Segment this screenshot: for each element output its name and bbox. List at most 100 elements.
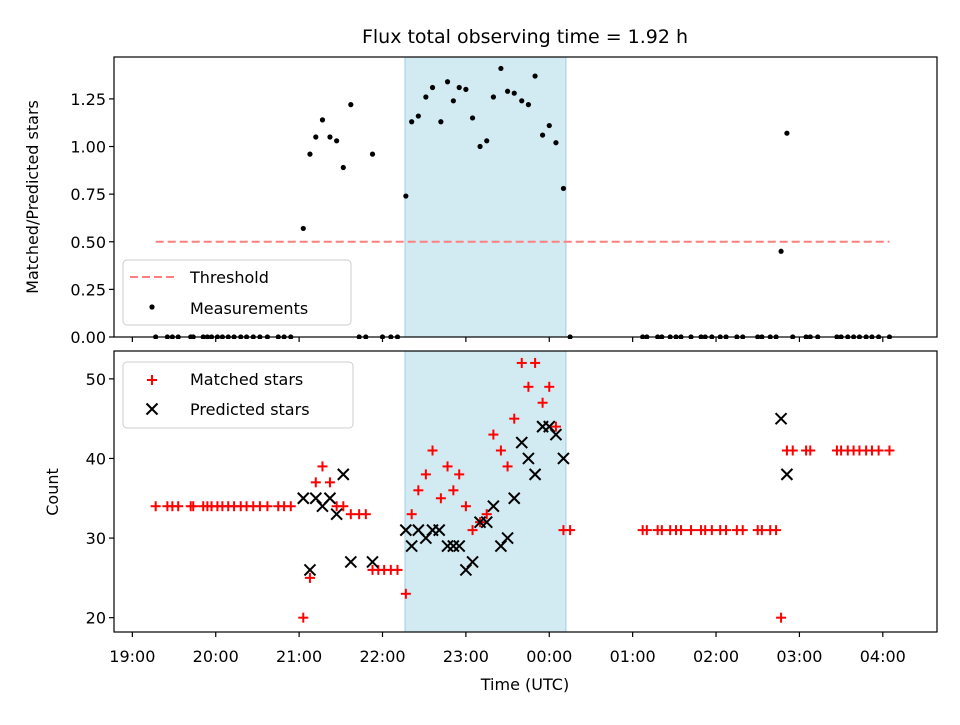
- legend-box: [122, 361, 354, 429]
- bottom-observing-window-band: [404, 350, 567, 633]
- predicted-stars-point: [501, 531, 514, 545]
- predicted-stars-point: [323, 492, 337, 505]
- matched-stars-point: [884, 445, 895, 456]
- x-tick-label: 22:00: [359, 647, 405, 666]
- predicted-stars-point: [515, 436, 528, 449]
- measurement-point: [313, 134, 319, 140]
- measurement-point: [438, 119, 444, 125]
- matched-stars-point: [537, 397, 548, 408]
- matched-stars-point: [481, 509, 492, 520]
- predicted-stars-point: [366, 555, 379, 569]
- matched-stars-point: [676, 525, 687, 536]
- matched-stars-point: [787, 445, 798, 456]
- matched-stars-point: [721, 525, 732, 536]
- predicted-stars-point: [344, 555, 358, 569]
- matched-stars-point: [173, 501, 184, 512]
- predicted-x-b: [447, 539, 460, 553]
- top-panel: 0.00 0.25 0.50 0.75 1.00 1.25 Threshold Measure…: [70, 56, 938, 347]
- measurement-point: [456, 84, 462, 91]
- measurement-point: [327, 134, 333, 140]
- measurement-point: [403, 193, 409, 199]
- matched-stars-point: [544, 381, 555, 392]
- measurement-point: [490, 94, 496, 100]
- predicted-stars-point: [441, 539, 454, 553]
- matched-stars-point: [771, 525, 782, 536]
- predicted-x-b: [366, 555, 379, 569]
- matched-stars-point: [310, 477, 321, 488]
- matched-stars-point: [400, 588, 411, 599]
- matched-stars-point: [756, 525, 767, 536]
- matched-stars-point: [656, 525, 667, 536]
- predicted-stars-point: [330, 507, 343, 521]
- predicted-stars-point: [453, 539, 466, 553]
- matched-stars-point: [530, 357, 541, 368]
- measurement-point: [560, 185, 567, 192]
- matched-stars-point: [460, 501, 471, 512]
- top-y-axis-label: Matched/Predicted stars: [23, 100, 42, 294]
- matched-stars-point: [360, 509, 371, 520]
- legend-matched-swatch: [147, 375, 157, 385]
- chart-title: Flux total observing time = 1.92 h: [362, 26, 688, 48]
- measurement-point: [504, 88, 511, 94]
- matched-stars-point: [467, 525, 478, 536]
- predicted-stars-point: [780, 468, 794, 481]
- x-tick-label: 20:00: [193, 647, 239, 666]
- measurement-point: [498, 65, 504, 72]
- matched-stars-point: [317, 461, 328, 472]
- predicted-stars-point: [337, 468, 350, 481]
- predicted-x-b: [466, 555, 479, 569]
- predicted-stars-point: [399, 523, 413, 537]
- predicted-stars-point: [549, 428, 563, 441]
- matched-stars-point: [565, 525, 576, 536]
- legend-matched-label: Matched stars: [190, 370, 303, 389]
- bottom-legend: Matched stars Predicted stars: [122, 361, 354, 429]
- measurement-point: [307, 151, 313, 157]
- matched-stars-point: [873, 445, 884, 456]
- matched-stars-point: [706, 525, 717, 536]
- predicted-stars-point: [405, 539, 418, 553]
- predicted-stars-point: [522, 452, 535, 465]
- matched-stars-point: [495, 445, 506, 456]
- matched-stars-point: [448, 485, 459, 496]
- predicted-x-b: [412, 523, 425, 537]
- measurement-point: [539, 132, 546, 138]
- legend-box: [122, 259, 352, 326]
- matched-stars-point: [550, 421, 561, 432]
- legend-measurement-swatch: [149, 304, 155, 310]
- predicted-stars-point: [487, 500, 500, 513]
- x-tick-label: 23:00: [443, 647, 489, 666]
- matched-stars-point: [413, 485, 424, 496]
- matched-stars-point: [737, 525, 748, 536]
- predicted-x-b: [528, 468, 542, 481]
- predicted-x-b: [543, 420, 556, 433]
- predicted-x-b: [405, 539, 418, 553]
- legend-predicted-label: Predicted stars: [190, 400, 310, 419]
- bottom-y-tick-label: 30: [86, 529, 106, 548]
- predicted-x-b: [432, 523, 446, 537]
- legend-measurement-label: Measurements: [190, 299, 308, 318]
- predicted-stars-point: [480, 515, 493, 529]
- predicted-x-b: [508, 492, 521, 505]
- measurement-point: [532, 73, 538, 79]
- measurement-point: [519, 98, 525, 104]
- measurement-point: [369, 151, 376, 157]
- measurement-point: [300, 225, 306, 232]
- measurement-point: [423, 94, 429, 100]
- predicted-stars-point: [508, 492, 521, 505]
- predicted-x-b: [487, 500, 500, 513]
- measurement-point: [429, 84, 436, 91]
- measurement-point: [348, 102, 354, 108]
- bottom-y-tick-label: 50: [86, 370, 106, 389]
- predicted-stars-point: [774, 412, 788, 425]
- measurement-point: [778, 248, 784, 254]
- matched-stars-point: [285, 501, 296, 512]
- measurement-point: [415, 113, 421, 119]
- measurement-point: [319, 117, 326, 123]
- x-tick-label: 02:00: [693, 647, 739, 666]
- matched-stars-point: [304, 572, 315, 583]
- matched-stars-point: [345, 509, 356, 520]
- x-tick-label: 21:00: [276, 647, 322, 666]
- measurement-point: [450, 98, 456, 104]
- matched-stars-point: [442, 461, 453, 472]
- bottom-markers: [150, 357, 895, 623]
